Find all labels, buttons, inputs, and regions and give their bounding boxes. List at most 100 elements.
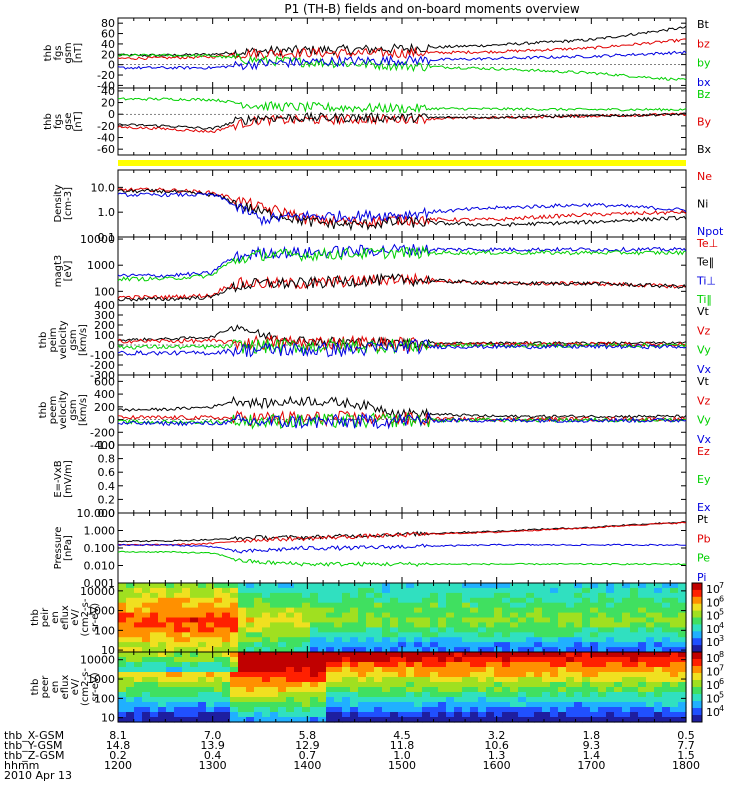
spectrogram-cell	[342, 652, 351, 658]
series-line-vxpeemvelocity	[117, 411, 687, 430]
spectrogram-cell	[502, 667, 511, 673]
spectrogram-cell	[606, 587, 615, 594]
spectrogram-cell	[678, 622, 687, 628]
spectrogram-cell	[398, 617, 407, 623]
spectrogram-cell	[614, 607, 623, 614]
spectrogram-cell	[542, 637, 551, 643]
y-axis-label-line: fgs	[53, 45, 64, 60]
spectrogram-cell	[158, 672, 167, 678]
y-tick-label: -200	[90, 426, 115, 439]
spectrogram-cell	[246, 587, 255, 594]
y-axis-label-line: thb	[30, 609, 41, 626]
spectrogram-cell	[462, 652, 471, 658]
spectrogram-cell	[438, 627, 447, 633]
spectrogram-cell	[478, 647, 487, 653]
spectrogram-cell	[342, 677, 351, 683]
spectrogram-cell	[478, 607, 487, 614]
spectrogram-cell	[238, 602, 247, 609]
spectrogram-cell	[310, 617, 319, 623]
spectrogram-cell	[470, 707, 479, 713]
spectrogram-cell	[438, 642, 447, 648]
y-axis-label-line: [km/s]	[78, 324, 89, 356]
spectrogram-cell	[526, 707, 535, 713]
spectrogram-cell	[158, 597, 167, 604]
spectrogram-cell	[230, 642, 239, 648]
y-tick-label: 0.1	[98, 231, 116, 244]
series-line-ti	[117, 245, 687, 282]
spectrogram-cell	[366, 602, 375, 609]
spectrogram-cell	[142, 637, 151, 643]
spectrogram-cell	[526, 637, 535, 643]
spectrogram-cell	[190, 662, 199, 668]
spectrogram-cell	[550, 682, 559, 688]
spectrogram-cell	[638, 602, 647, 609]
spectrogram-cell	[622, 707, 631, 713]
spectrogram-cell	[430, 612, 439, 619]
x-axis-row-label: thb_Z-GSM	[4, 749, 64, 762]
spectrogram-cell	[174, 697, 183, 703]
spectrogram-cell	[398, 662, 407, 668]
spectrogram-cell	[358, 692, 367, 698]
series-line-vtpeem	[117, 395, 687, 421]
spectrogram-cell	[502, 622, 511, 628]
spectrogram-cell	[622, 627, 631, 633]
spectrogram-cell	[246, 597, 255, 604]
spectrogram-cell	[494, 697, 503, 703]
spectrogram-cell	[270, 637, 279, 643]
spectrogram-cell	[630, 692, 639, 698]
spectrogram-cell	[158, 622, 167, 628]
spectrogram-cell	[174, 652, 183, 658]
spectrogram-cell	[574, 672, 583, 678]
spectrogram-cell	[502, 627, 511, 633]
spectrogram-cell	[278, 702, 287, 708]
spectrogram-cell	[414, 612, 423, 619]
spectrogram-cell	[662, 632, 671, 638]
spectrogram-cell	[462, 632, 471, 638]
colorbar-segment	[692, 596, 702, 605]
spectrogram-cell	[270, 622, 279, 628]
spectrogram-cell	[510, 652, 519, 658]
spectrogram-cell	[374, 662, 383, 668]
spectrogram-cell	[470, 632, 479, 638]
spectrogram-cell	[174, 612, 183, 619]
spectrogram-cell	[318, 717, 327, 723]
spectrogram-cell	[366, 677, 375, 683]
spectrogram-cell	[190, 707, 199, 713]
spectrogram-cell	[198, 597, 207, 604]
spectrogram-cell	[422, 692, 431, 698]
spectrogram-cell	[190, 583, 199, 589]
spectrogram-cell	[118, 707, 127, 713]
y-axis-label: Density [cm-3]	[53, 184, 74, 222]
spectrogram-cell	[430, 672, 439, 678]
spectrogram-cell	[662, 612, 671, 619]
spectrogram-cell	[638, 597, 647, 604]
spectrogram-cell	[334, 587, 343, 594]
spectrogram-cell	[238, 637, 247, 643]
y-tick-label: 1000	[87, 673, 115, 686]
spectrogram-cell	[526, 592, 535, 599]
spectrogram-cell	[446, 617, 455, 623]
spectrogram-cell	[294, 697, 303, 703]
spectrogram-cell	[134, 692, 143, 698]
spectrogram-cell	[606, 607, 615, 614]
spectrogram-cell	[550, 637, 559, 643]
y-tick-label: 1.000	[84, 525, 116, 538]
spectrogram-cell	[198, 632, 207, 638]
spectrogram-cell	[198, 677, 207, 683]
spectrogram-cell	[374, 707, 383, 713]
spectrogram-cell	[206, 702, 215, 708]
spectrogram-cell	[294, 607, 303, 614]
spectrogram-cell	[438, 662, 447, 668]
y-axis-label: thb peim velocity gsm [km/s]	[38, 320, 89, 359]
spectrogram-cell	[606, 652, 615, 658]
spectrogram-cell	[406, 687, 415, 693]
spectrogram-cell	[670, 657, 679, 663]
spectrogram-cell	[582, 587, 591, 594]
spectrogram-cell	[310, 607, 319, 614]
spectrogram-cell	[326, 617, 335, 623]
spectrogram-cell	[654, 692, 663, 698]
spectrogram-cell	[158, 712, 167, 718]
spectrogram-cell	[294, 662, 303, 668]
